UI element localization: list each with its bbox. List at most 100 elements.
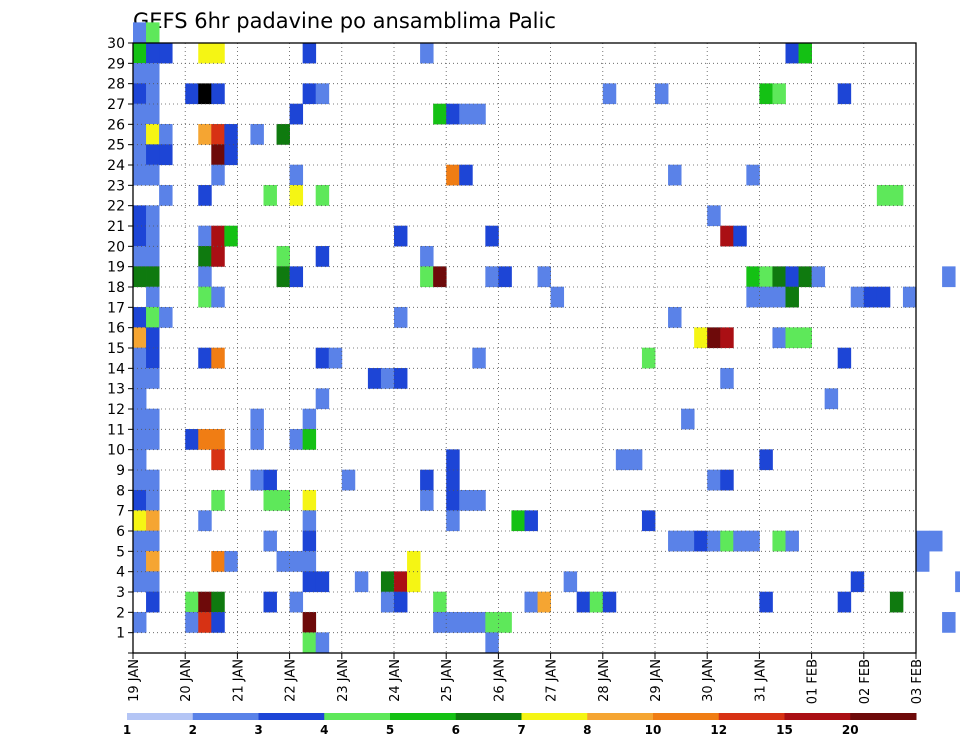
heatmap-cell [341, 469, 356, 491]
heatmap-cell [211, 449, 225, 471]
heatmap-cell [902, 286, 917, 308]
heatmap-cell [380, 591, 395, 613]
heatmap-cell [198, 225, 212, 247]
heatmap-cell [798, 327, 812, 349]
heatmap-cell [681, 408, 695, 430]
heatmap-cell [850, 286, 865, 308]
heatmap-cell [485, 632, 499, 654]
heatmap-cell [133, 327, 147, 349]
heatmap-cell [198, 591, 212, 613]
heatmap-cell [707, 205, 721, 227]
heatmap-cell [133, 469, 147, 491]
heatmap-cell [498, 612, 512, 633]
heatmap-cell [394, 571, 408, 593]
heatmap-cell [146, 368, 160, 389]
heatmap-cell [263, 469, 277, 491]
heatmap-cell [929, 530, 943, 552]
heatmap-cell [211, 490, 225, 511]
heatmap-cell [733, 530, 747, 552]
heatmap-cell [146, 42, 160, 64]
y-tick-label: 6 [116, 524, 125, 540]
heatmap-cell [198, 246, 212, 267]
heatmap-cell [746, 164, 760, 186]
y-tick-label: 24 [107, 158, 125, 174]
heatmap-cell [224, 144, 238, 166]
heatmap-cells [133, 22, 960, 654]
heatmap-cell [681, 530, 695, 552]
heatmap-cell [668, 164, 682, 186]
heatmap-cell [615, 449, 630, 471]
heatmap-cell [146, 266, 160, 288]
heatmap-cell [302, 83, 317, 105]
heatmap-cell [211, 144, 225, 166]
heatmap-cell [185, 612, 199, 633]
x-tick-label: 23 JAN [336, 659, 351, 702]
heatmap-cell [133, 124, 147, 145]
heatmap-cell [707, 530, 721, 552]
y-tick-label: 15 [107, 341, 125, 357]
heatmap-cell [433, 612, 447, 633]
heatmap-cell [198, 185, 212, 206]
heatmap-cell [837, 347, 852, 369]
heatmap-cell [759, 449, 773, 471]
heatmap-cell [146, 83, 160, 105]
heatmap-cell [211, 286, 225, 308]
heatmap-cell [942, 266, 956, 288]
heatmap-cell [263, 591, 277, 613]
heatmap-cell [146, 347, 160, 369]
legend-swatch [127, 713, 194, 720]
heatmap-cell [250, 124, 264, 145]
y-tick-label: 9 [116, 463, 125, 479]
heatmap-cell [433, 591, 447, 613]
heatmap-cell [146, 591, 160, 613]
heatmap-cell [211, 429, 225, 450]
legend-swatch [587, 713, 654, 720]
x-tick-label: 28 JAN [597, 659, 612, 702]
heatmap-cell [133, 42, 147, 64]
heatmap-cell [198, 266, 212, 288]
heatmap-cell [798, 42, 812, 64]
heatmap-cell [916, 530, 930, 552]
heatmap-cell [302, 571, 317, 593]
heatmap-cell [302, 632, 317, 654]
legend-swatch [521, 713, 588, 720]
legend-level-label: 3 [254, 723, 262, 737]
legend-level-label: 20 [842, 723, 859, 737]
heatmap-cell [133, 307, 147, 328]
heatmap-cell [811, 266, 826, 288]
heatmap-cell [146, 551, 160, 572]
heatmap-cell [133, 83, 147, 105]
x-tick-label: 01 FEB [806, 659, 821, 704]
heatmap-cell [315, 388, 330, 410]
heatmap-cell [211, 347, 225, 369]
heatmap-cell [133, 22, 147, 44]
heatmap-cell [133, 205, 147, 227]
heatmap-cell [498, 266, 512, 288]
heatmap-cell [133, 347, 147, 369]
heatmap-cell [446, 469, 460, 491]
heatmap-cell [198, 612, 212, 633]
heatmap-cell [159, 42, 173, 64]
grid-lines [133, 43, 916, 653]
y-tick-label: 19 [107, 260, 125, 276]
heatmap-cell [224, 124, 238, 145]
heatmap-cell [459, 490, 473, 511]
heatmap-cell [146, 408, 160, 430]
heatmap-cell [133, 266, 147, 288]
heatmap-cell [837, 591, 852, 613]
legend-level-label: 4 [320, 723, 328, 737]
x-tick-label: 30 JAN [701, 659, 716, 702]
heatmap-cell [159, 185, 173, 206]
heatmap-cell [720, 469, 734, 491]
heatmap-cell [785, 530, 799, 552]
heatmap-cell [472, 490, 486, 511]
heatmap-cell [263, 490, 277, 511]
x-tick-label: 20 JAN [179, 659, 194, 702]
heatmap-cell [746, 266, 760, 288]
x-tick-label: 25 JAN [440, 659, 455, 702]
heatmap-cell [146, 124, 160, 145]
color-legend: 1 2 3 4 5 6 7 8 10 12 15 20 [123, 713, 917, 737]
x-tick-label: 02 FEB [858, 659, 873, 704]
heatmap-cell [133, 103, 147, 125]
legend-swatch [455, 713, 522, 720]
